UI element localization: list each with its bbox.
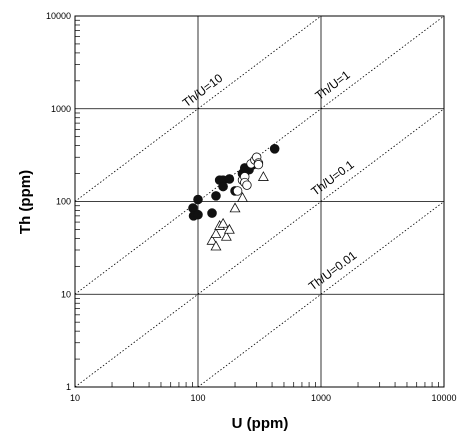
reference-line-label: Th/U=10	[180, 71, 226, 110]
open-circle-point	[232, 186, 243, 196]
open-triangle-point	[229, 202, 241, 213]
filled-circle-point	[193, 209, 203, 220]
y-tick-label: 10	[61, 289, 71, 299]
x-tick-label: 1000	[311, 393, 331, 403]
reference-line	[74, 15, 322, 202]
reference-line	[74, 108, 445, 388]
y-tick-label: 1	[66, 382, 71, 392]
open-triangle-point	[257, 171, 269, 181]
open-circle-point	[242, 180, 252, 190]
y-axis-title: Th (ppm)	[17, 170, 34, 234]
reference-line-label: Th/U=0.01	[306, 248, 360, 293]
reference-line-label: Th/U=1	[313, 67, 353, 102]
filled-circle-point	[269, 143, 280, 154]
x-tick-label: 10000	[431, 393, 456, 403]
filled-circle-point	[224, 174, 235, 184]
x-tick-label: 100	[190, 393, 205, 403]
reference-line	[197, 201, 445, 388]
x-axis-title: U (ppm)	[232, 415, 289, 432]
y-tick-label: 10000	[46, 11, 71, 21]
open-triangle-point	[223, 223, 235, 234]
filled-circle-point	[193, 194, 203, 205]
y-tick-label: 1000	[51, 104, 71, 114]
open-circle-point	[253, 159, 264, 170]
grid-lines	[74, 15, 445, 388]
open-triangle-point	[206, 234, 218, 245]
open-triangle-point	[217, 217, 229, 228]
plot-frame	[74, 15, 445, 388]
filled-circle-point	[218, 181, 228, 192]
open-triangle-point	[237, 192, 248, 202]
open-triangle-point	[210, 240, 222, 251]
x-tick-label: 10	[70, 393, 80, 403]
open-triangle-point	[210, 228, 222, 238]
y-tick-labels: 1 10 100 1000 10000	[46, 11, 71, 392]
filled-circle-point	[211, 191, 221, 201]
filled-circle-point	[207, 208, 217, 218]
x-tick-labels: 10 100 1000 10000	[70, 393, 457, 403]
minor-ticks	[75, 19, 439, 387]
data-points	[188, 143, 280, 251]
open-triangle-point	[220, 230, 232, 241]
reference-line-labels: Th/U=10 Th/U=1Th/U=0.1Th/U=0.01	[180, 67, 360, 293]
y-tick-label: 100	[56, 197, 71, 207]
